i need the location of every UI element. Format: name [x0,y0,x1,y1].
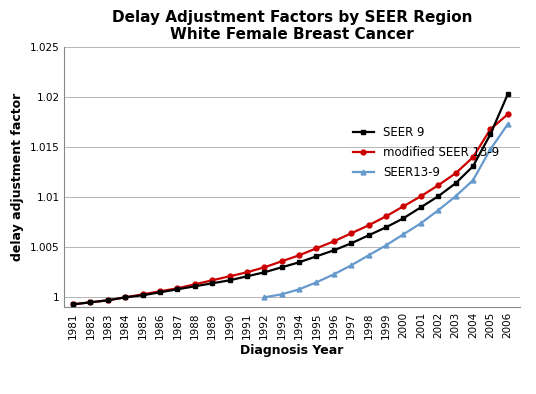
SEER 9 [191,284,198,289]
SEER13-9 [261,295,267,300]
modified SEER 13-9 [470,155,476,160]
Line: SEER 9: SEER 9 [71,92,510,307]
modified SEER 13-9 [139,292,146,297]
SEER 9 [383,225,389,230]
SEER13-9 [313,280,319,285]
modified SEER 13-9 [226,274,233,279]
Legend: SEER 9, modified SEER 13-9, SEER13-9: SEER 9, modified SEER 13-9, SEER13-9 [353,126,500,179]
modified SEER 13-9 [418,194,424,199]
modified SEER 13-9 [157,289,163,294]
modified SEER 13-9 [174,286,181,291]
SEER 9 [418,205,424,210]
X-axis label: Diagnosis Year: Diagnosis Year [241,344,344,357]
modified SEER 13-9 [296,253,302,258]
SEER 9 [261,270,267,275]
SEER 9 [226,278,233,282]
SEER13-9 [383,243,389,248]
SEER13-9 [279,292,285,297]
SEER 9 [435,194,442,199]
SEER 9 [70,302,76,307]
SEER 9 [157,290,163,295]
modified SEER 13-9 [452,171,459,176]
modified SEER 13-9 [383,214,389,219]
SEER 9 [105,298,111,303]
SEER13-9 [435,208,442,213]
SEER13-9 [366,253,372,258]
modified SEER 13-9 [70,302,76,307]
Y-axis label: delay adjustment factor: delay adjustment factor [11,93,24,262]
modified SEER 13-9 [261,265,267,269]
SEER 9 [400,216,407,221]
SEER 9 [470,164,476,169]
SEER13-9 [504,122,511,126]
modified SEER 13-9 [400,204,407,209]
modified SEER 13-9 [366,223,372,228]
SEER 9 [279,265,285,269]
SEER13-9 [331,272,337,277]
modified SEER 13-9 [348,231,354,236]
Line: modified SEER 13-9: modified SEER 13-9 [71,112,510,307]
SEER13-9 [470,178,476,183]
SEER 9 [452,181,459,186]
SEER 9 [174,287,181,292]
Title: Delay Adjustment Factors by SEER Region
White Female Breast Cancer: Delay Adjustment Factors by SEER Region … [112,9,472,42]
SEER 9 [87,300,94,305]
modified SEER 13-9 [279,259,285,264]
SEER 9 [313,254,319,259]
SEER13-9 [418,221,424,226]
modified SEER 13-9 [122,295,129,300]
modified SEER 13-9 [313,246,319,251]
SEER 9 [366,233,372,238]
SEER 9 [122,295,129,300]
SEER13-9 [400,232,407,237]
SEER 9 [331,248,337,253]
SEER13-9 [452,194,459,199]
modified SEER 13-9 [105,298,111,303]
SEER 9 [244,274,250,279]
SEER 9 [209,281,215,286]
modified SEER 13-9 [487,127,494,132]
modified SEER 13-9 [331,239,337,243]
SEER 9 [348,241,354,246]
Line: SEER13-9: SEER13-9 [262,122,510,300]
modified SEER 13-9 [87,300,94,305]
SEER13-9 [348,263,354,268]
SEER13-9 [296,287,302,292]
modified SEER 13-9 [191,282,198,287]
SEER 9 [296,260,302,265]
modified SEER 13-9 [209,278,215,282]
modified SEER 13-9 [504,112,511,117]
SEER 9 [504,92,511,97]
SEER 9 [487,132,494,137]
SEER 9 [139,293,146,298]
modified SEER 13-9 [435,183,442,188]
SEER13-9 [487,147,494,152]
modified SEER 13-9 [244,270,250,275]
